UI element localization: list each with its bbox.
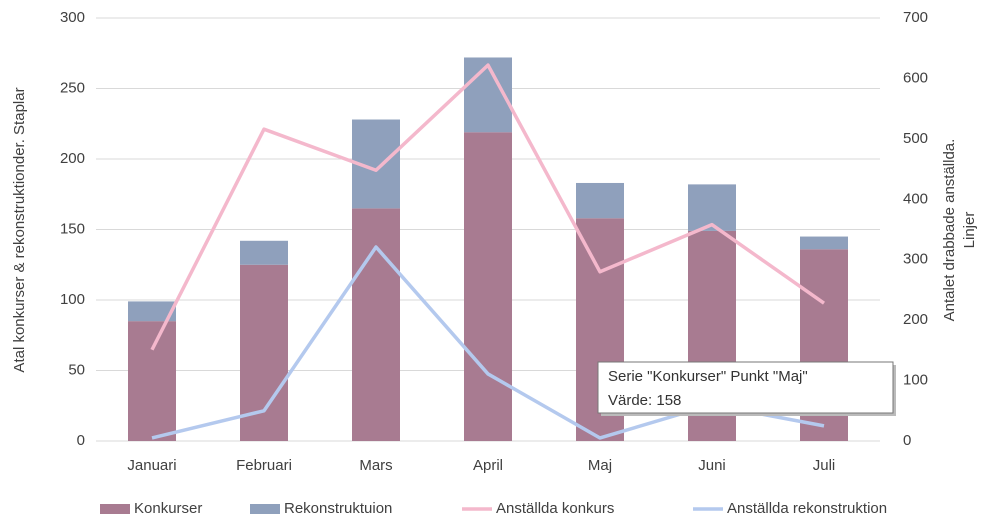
bar: [576, 182, 624, 219]
legend-swatch: [100, 504, 130, 514]
legend-swatch: [250, 504, 280, 514]
x-tick-label: Februari: [236, 457, 292, 474]
tooltip: Serie "Konkurser" Punkt "Maj" Värde: 158: [597, 361, 896, 416]
bar: [352, 208, 400, 441]
legend-label: Konkurser: [134, 500, 202, 517]
legend-label: Anställda rekonstruktion: [727, 500, 887, 517]
tooltip-box: [597, 361, 894, 414]
y2-tick-label: 200: [903, 311, 928, 328]
y-tick-label: 100: [60, 291, 85, 308]
bar: [800, 236, 848, 250]
y2-tick-label: 600: [903, 69, 928, 86]
y2-tick-label: 300: [903, 251, 928, 268]
tooltip-text: Värde: 158: [608, 392, 681, 409]
y2-axis-title: Linjer: [961, 212, 978, 249]
y2-axis-title: Antalet drabbade anställda.: [941, 139, 958, 322]
bar: [128, 301, 176, 322]
y2-tick-label: 100: [903, 372, 928, 389]
line: [150, 63, 826, 351]
y2-tick-label: 500: [903, 130, 928, 147]
y2-tick-label: 700: [903, 9, 928, 26]
x-tick-label: Maj: [588, 457, 612, 474]
bar: [240, 240, 288, 265]
y2-tick-label: 0: [903, 432, 911, 449]
x-tick-label: Juni: [698, 457, 726, 474]
legend-label: Rekonstruktuion: [284, 500, 392, 517]
bar: [464, 132, 512, 441]
x-tick-label: Mars: [359, 457, 392, 474]
y-tick-label: 250: [60, 79, 85, 96]
legend-label: Anställda konkurs: [496, 500, 614, 517]
x-tick-label: April: [473, 457, 503, 474]
y-tick-label: 150: [60, 220, 85, 237]
x-tick-label: Juli: [813, 457, 836, 474]
x-tick-label: Januari: [127, 457, 176, 474]
bar: [128, 321, 176, 441]
y-tick-label: 0: [77, 432, 85, 449]
y-tick-label: 300: [60, 9, 85, 26]
y-tick-label: 50: [68, 361, 85, 378]
y2-tick-label: 400: [903, 190, 928, 207]
y-axis-title: Atal konkurser & rekonstruktionder. Stap…: [11, 87, 28, 372]
y-tick-label: 200: [60, 150, 85, 167]
tooltip-text: Serie "Konkurser" Punkt "Maj": [608, 368, 808, 385]
